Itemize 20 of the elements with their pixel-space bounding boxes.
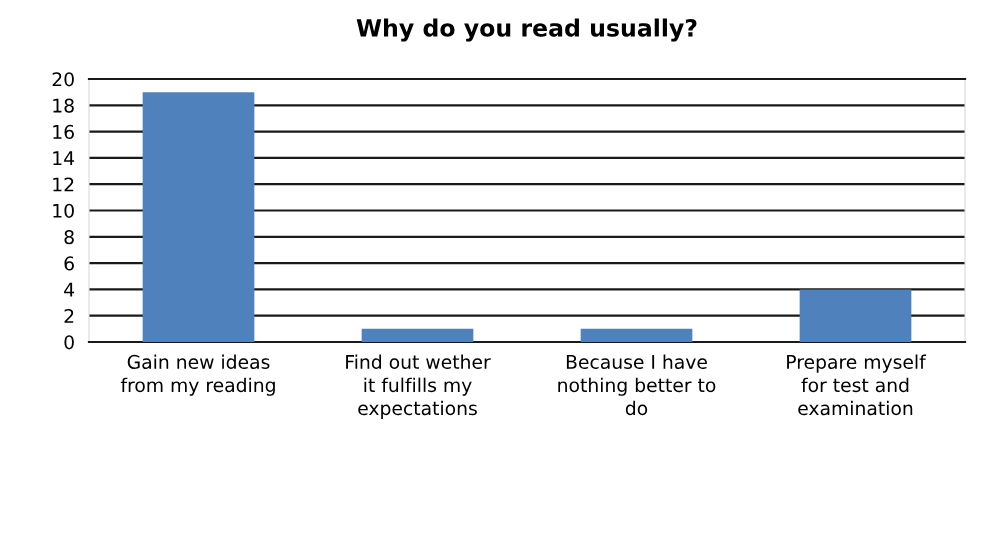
y-tick-label: 20 [52,72,74,87]
y-tick-label: 10 [53,203,74,218]
y-tick-label: 0 [64,335,74,350]
y-tick-label: 4 [64,282,75,297]
y-tick-label: 2 [64,308,74,323]
y-tick-label: 18 [53,98,74,113]
x-tick-label: Gain new ideas from my reading [120,354,275,396]
y-tick-label: 14 [53,151,75,166]
x-tick-label: Prepare myself for test and examination [787,354,927,416]
bar [361,328,474,342]
y-tick-label: 16 [53,124,74,139]
chart-title: Why do you read usually? [356,18,697,42]
bar [142,92,255,342]
x-tick-label: Because I have nothing better to do [558,354,716,416]
y-tick-label: 12 [53,177,74,192]
bar [799,289,912,342]
y-tick-label: 8 [64,230,74,245]
x-tick-label: Find out wether it fulfills my expectations [346,354,491,419]
y-tick-label: 6 [64,256,74,271]
bar [580,328,693,342]
